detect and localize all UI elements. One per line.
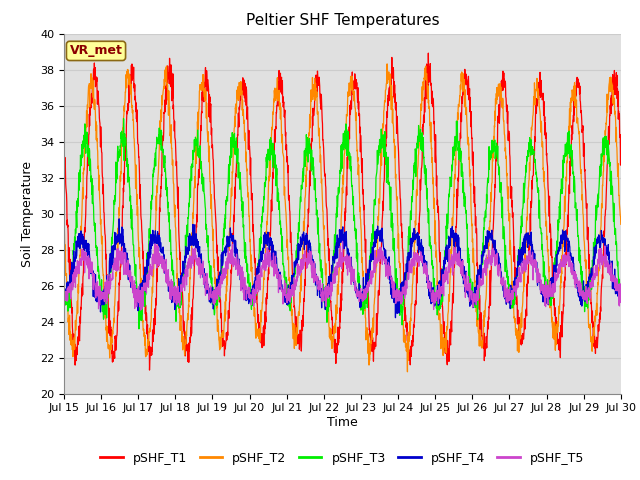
pSHF_T1	[602, 213, 609, 218]
Line: pSHF_T5: pSHF_T5	[64, 241, 621, 310]
pSHF_T5	[602, 264, 609, 270]
pSHF_T2	[383, 61, 391, 67]
pSHF_T1	[601, 214, 609, 219]
pSHF_T1	[146, 367, 154, 373]
Line: pSHF_T3: pSHF_T3	[64, 119, 621, 329]
pSHF_T3	[317, 268, 324, 274]
pSHF_T4	[88, 273, 96, 278]
Y-axis label: Soil Temperature: Soil Temperature	[22, 161, 35, 266]
Title: Peltier SHF Temperatures: Peltier SHF Temperatures	[246, 13, 439, 28]
pSHF_T3	[88, 201, 96, 206]
Line: pSHF_T1: pSHF_T1	[64, 53, 621, 370]
Line: pSHF_T2: pSHF_T2	[64, 64, 621, 372]
pSHF_T2	[601, 139, 609, 144]
pSHF_T2	[316, 144, 324, 150]
pSHF_T5	[316, 277, 324, 283]
pSHF_T1	[88, 83, 96, 89]
pSHF_T5	[617, 289, 625, 295]
pSHF_T3	[601, 133, 609, 139]
pSHF_T4	[115, 216, 123, 222]
pSHF_T5	[88, 266, 96, 272]
pSHF_T1	[316, 97, 324, 103]
Line: pSHF_T4: pSHF_T4	[64, 219, 621, 318]
pSHF_T4	[60, 289, 68, 295]
pSHF_T5	[601, 243, 609, 249]
pSHF_T1	[331, 336, 339, 342]
pSHF_T2	[617, 221, 625, 227]
X-axis label: Time: Time	[327, 416, 358, 429]
pSHF_T5	[499, 276, 507, 281]
pSHF_T2	[88, 77, 96, 83]
Legend: pSHF_T1, pSHF_T2, pSHF_T3, pSHF_T4, pSHF_T5: pSHF_T1, pSHF_T2, pSHF_T3, pSHF_T4, pSHF…	[95, 447, 589, 469]
pSHF_T4	[499, 281, 507, 287]
pSHF_T5	[137, 307, 145, 313]
pSHF_T2	[499, 98, 507, 104]
pSHF_T5	[331, 280, 339, 286]
pSHF_T4	[601, 236, 609, 241]
pSHF_T4	[617, 292, 625, 298]
pSHF_T5	[339, 239, 346, 244]
pSHF_T4	[392, 315, 399, 321]
pSHF_T4	[602, 239, 609, 245]
pSHF_T3	[332, 245, 339, 251]
pSHF_T2	[331, 323, 339, 329]
pSHF_T1	[499, 68, 507, 74]
Text: VR_met: VR_met	[70, 44, 122, 58]
pSHF_T3	[60, 282, 68, 288]
pSHF_T1	[424, 50, 432, 56]
pSHF_T3	[617, 290, 625, 296]
pSHF_T2	[404, 369, 412, 375]
pSHF_T4	[331, 251, 339, 257]
pSHF_T3	[602, 140, 609, 146]
pSHF_T3	[135, 326, 143, 332]
pSHF_T4	[316, 286, 324, 291]
pSHF_T3	[499, 226, 507, 231]
pSHF_T2	[602, 128, 609, 133]
pSHF_T2	[60, 230, 68, 236]
pSHF_T5	[60, 300, 68, 305]
pSHF_T3	[120, 116, 127, 121]
pSHF_T1	[60, 147, 68, 153]
pSHF_T1	[617, 132, 625, 138]
